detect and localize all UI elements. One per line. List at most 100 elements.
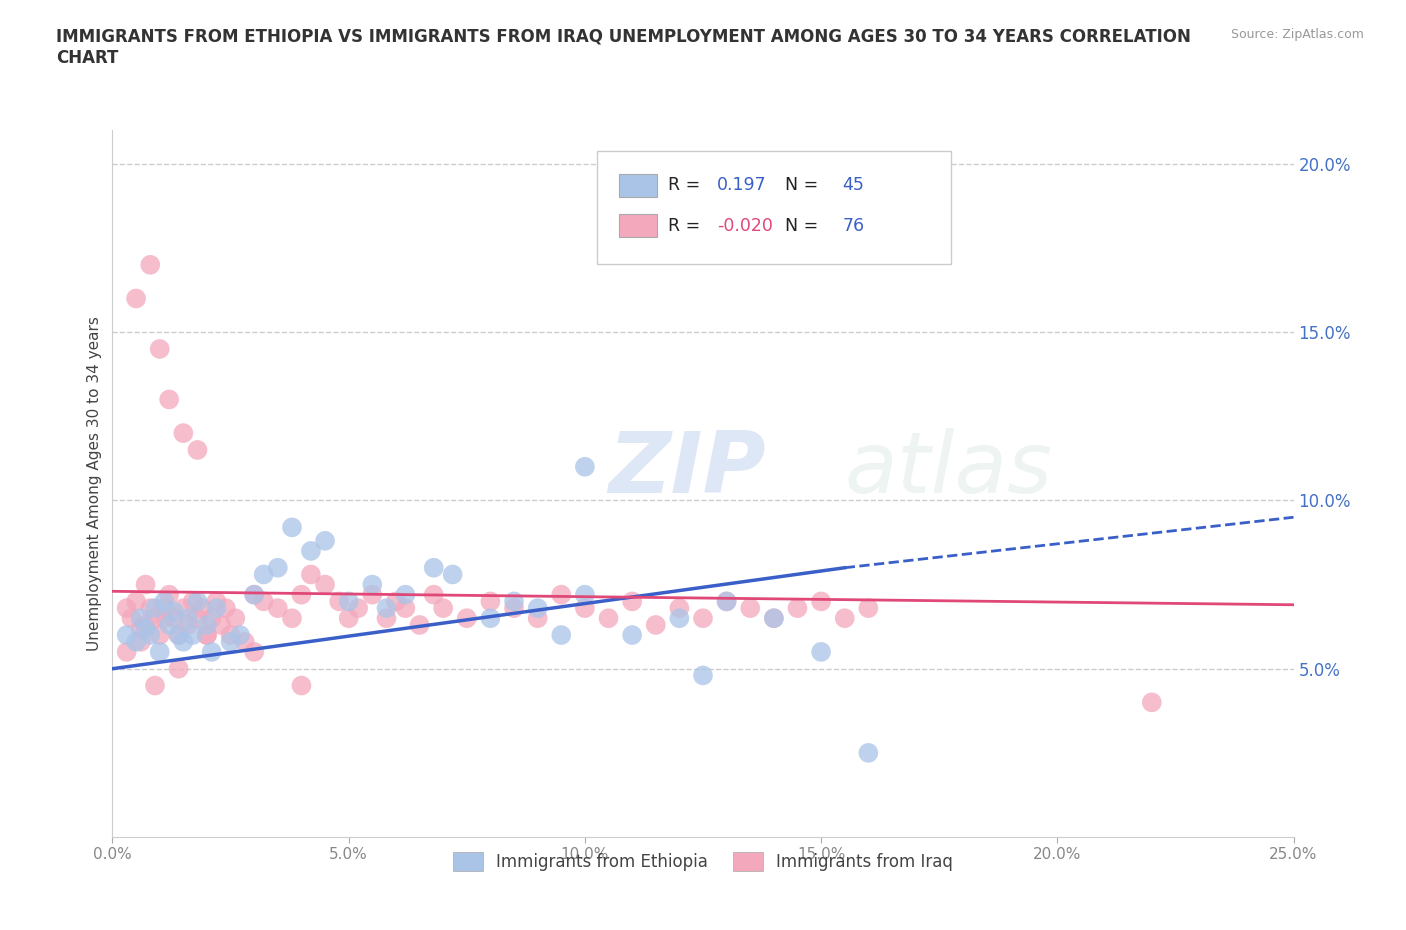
Point	[195, 628, 218, 643]
Point	[139, 628, 162, 643]
Point	[186, 594, 208, 609]
Point	[337, 594, 360, 609]
Point	[135, 618, 157, 632]
Point	[786, 601, 808, 616]
Point	[157, 618, 180, 632]
Text: N =: N =	[773, 177, 824, 194]
Point	[740, 601, 762, 616]
Point	[503, 594, 526, 609]
Point	[195, 628, 218, 643]
Point	[550, 587, 572, 602]
Text: atlas: atlas	[845, 428, 1053, 511]
Point	[314, 578, 336, 592]
Point	[143, 611, 166, 626]
Point	[143, 678, 166, 693]
Point	[692, 611, 714, 626]
Point	[281, 611, 304, 626]
Point	[201, 611, 224, 626]
Point	[253, 594, 276, 609]
Point	[177, 618, 200, 632]
Point	[149, 644, 172, 659]
Point	[385, 594, 408, 609]
Point	[243, 587, 266, 602]
Point	[229, 628, 252, 643]
Text: R =: R =	[668, 177, 706, 194]
Point	[172, 426, 194, 441]
Point	[233, 634, 256, 649]
Point	[186, 611, 208, 626]
Point	[716, 594, 738, 609]
Point	[328, 594, 350, 609]
Point	[422, 560, 444, 575]
Text: IMMIGRANTS FROM ETHIOPIA VS IMMIGRANTS FROM IRAQ UNEMPLOYMENT AMONG AGES 30 TO 3: IMMIGRANTS FROM ETHIOPIA VS IMMIGRANTS F…	[56, 28, 1191, 67]
Point	[181, 594, 204, 609]
Point	[299, 543, 322, 558]
Point	[125, 634, 148, 649]
Point	[574, 587, 596, 602]
Point	[375, 611, 398, 626]
Point	[762, 611, 785, 626]
Text: N =: N =	[773, 217, 824, 234]
Point	[120, 611, 142, 626]
Point	[139, 258, 162, 272]
Text: Source: ZipAtlas.com: Source: ZipAtlas.com	[1230, 28, 1364, 41]
Point	[129, 611, 152, 626]
Point	[621, 594, 644, 609]
Point	[243, 644, 266, 659]
Point	[290, 587, 312, 602]
Point	[129, 634, 152, 649]
Text: R =: R =	[668, 217, 706, 234]
Point	[644, 618, 666, 632]
Point	[1140, 695, 1163, 710]
Point	[479, 611, 502, 626]
Point	[209, 618, 232, 632]
Point	[574, 459, 596, 474]
Point	[668, 601, 690, 616]
Text: 0.197: 0.197	[717, 177, 766, 194]
Point	[115, 601, 138, 616]
Point	[290, 678, 312, 693]
Point	[810, 644, 832, 659]
Point	[503, 601, 526, 616]
Point	[621, 628, 644, 643]
Point	[205, 594, 228, 609]
Point	[191, 601, 214, 616]
Text: ZIP: ZIP	[609, 428, 766, 511]
Point	[172, 634, 194, 649]
Point	[299, 567, 322, 582]
FancyBboxPatch shape	[619, 174, 657, 196]
Point	[858, 601, 880, 616]
Point	[574, 601, 596, 616]
Point	[153, 594, 176, 609]
Point	[858, 746, 880, 761]
Point	[692, 668, 714, 683]
Point	[177, 611, 200, 626]
Point	[115, 628, 138, 643]
Text: 76: 76	[842, 217, 865, 234]
Point	[163, 611, 186, 626]
Point	[668, 611, 690, 626]
Point	[422, 587, 444, 602]
Point	[135, 621, 157, 636]
Point	[125, 594, 148, 609]
Point	[139, 601, 162, 616]
Point	[201, 644, 224, 659]
Point	[129, 621, 152, 636]
Point	[205, 601, 228, 616]
Point	[810, 594, 832, 609]
Point	[347, 601, 370, 616]
Point	[526, 601, 548, 616]
Text: -0.020: -0.020	[717, 217, 773, 234]
Point	[253, 567, 276, 582]
Point	[219, 628, 242, 643]
Point	[432, 601, 454, 616]
Point	[125, 291, 148, 306]
Point	[224, 611, 246, 626]
Point	[186, 443, 208, 458]
Point	[394, 601, 416, 616]
Point	[716, 594, 738, 609]
Point	[167, 661, 190, 676]
Point	[394, 587, 416, 602]
Point	[167, 628, 190, 643]
Point	[479, 594, 502, 609]
